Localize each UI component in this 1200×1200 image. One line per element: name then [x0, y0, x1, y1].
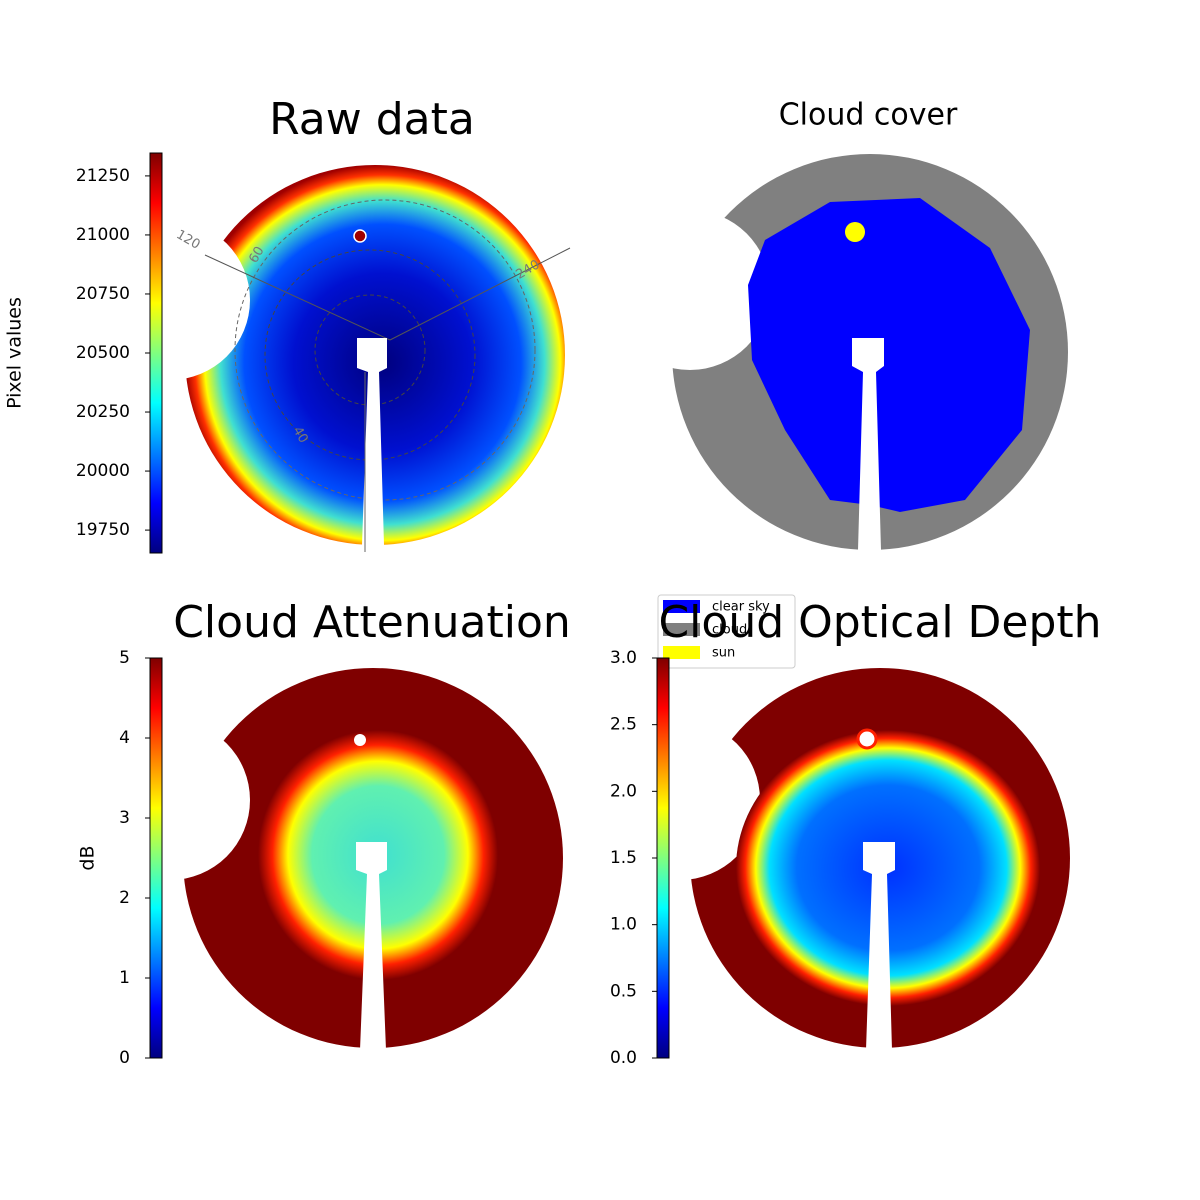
- polar-annotation: 60: [246, 244, 267, 266]
- colorbar-tick-label: 1.0: [610, 915, 637, 935]
- raw-image: [90, 165, 571, 552]
- colorbar-tick-label: 21000: [76, 225, 130, 245]
- colorbar-tick-label: 0: [119, 1048, 130, 1068]
- panel-title: Cloud Optical Depth: [658, 597, 1101, 648]
- colorbar: [656, 657, 670, 1059]
- colorbar-tick-label: 5: [119, 648, 130, 668]
- optical-depth-image: [600, 668, 1070, 1050]
- cloud-cover-image: [610, 154, 1068, 550]
- colorbar-label: dB: [77, 845, 99, 870]
- colorbar-tick-label: 20500: [76, 343, 130, 363]
- colorbar-tick-label: 0.0: [610, 1048, 637, 1068]
- colorbar-tick-label: 1.5: [610, 848, 637, 868]
- panel-title: Cloud cover: [779, 98, 958, 133]
- colorbar-tick-label: 2: [119, 888, 130, 908]
- colorbar-label: Pixel values: [4, 297, 26, 409]
- colorbar-tick-label: 2.0: [610, 781, 637, 801]
- colorbar-tick-label: 19750: [76, 520, 130, 540]
- legend-swatch: [663, 646, 700, 659]
- legend-label: sun: [712, 646, 735, 661]
- colorbar-tick-label: 20750: [76, 284, 130, 304]
- colorbar-tick-label: 2.5: [610, 715, 637, 735]
- colorbar-tick-label: 3.0: [610, 648, 637, 668]
- legend-swatch: [663, 600, 700, 613]
- legend-label: cloud: [712, 623, 747, 638]
- colorbar-tick-label: 0.5: [610, 981, 637, 1001]
- colorbar-tick-label: 1: [119, 968, 130, 988]
- colorbar: [149, 657, 163, 1059]
- colorbar-tick-label: 20250: [76, 402, 130, 422]
- colorbar-tick-label: 3: [119, 808, 130, 828]
- colorbar: [149, 152, 163, 554]
- legend-label: clear sky: [712, 600, 770, 615]
- colorbar-tick-label: 4: [119, 728, 130, 748]
- colorbar-tick-label: 20000: [76, 461, 130, 481]
- colorbar-tick-label: 21250: [76, 166, 130, 186]
- panel-title: Cloud Attenuation: [173, 597, 571, 648]
- legend-swatch: [663, 623, 700, 636]
- attenuation-image: [90, 668, 563, 1050]
- panel-title: Raw data: [269, 94, 475, 145]
- polar-annotation: 40: [289, 424, 310, 446]
